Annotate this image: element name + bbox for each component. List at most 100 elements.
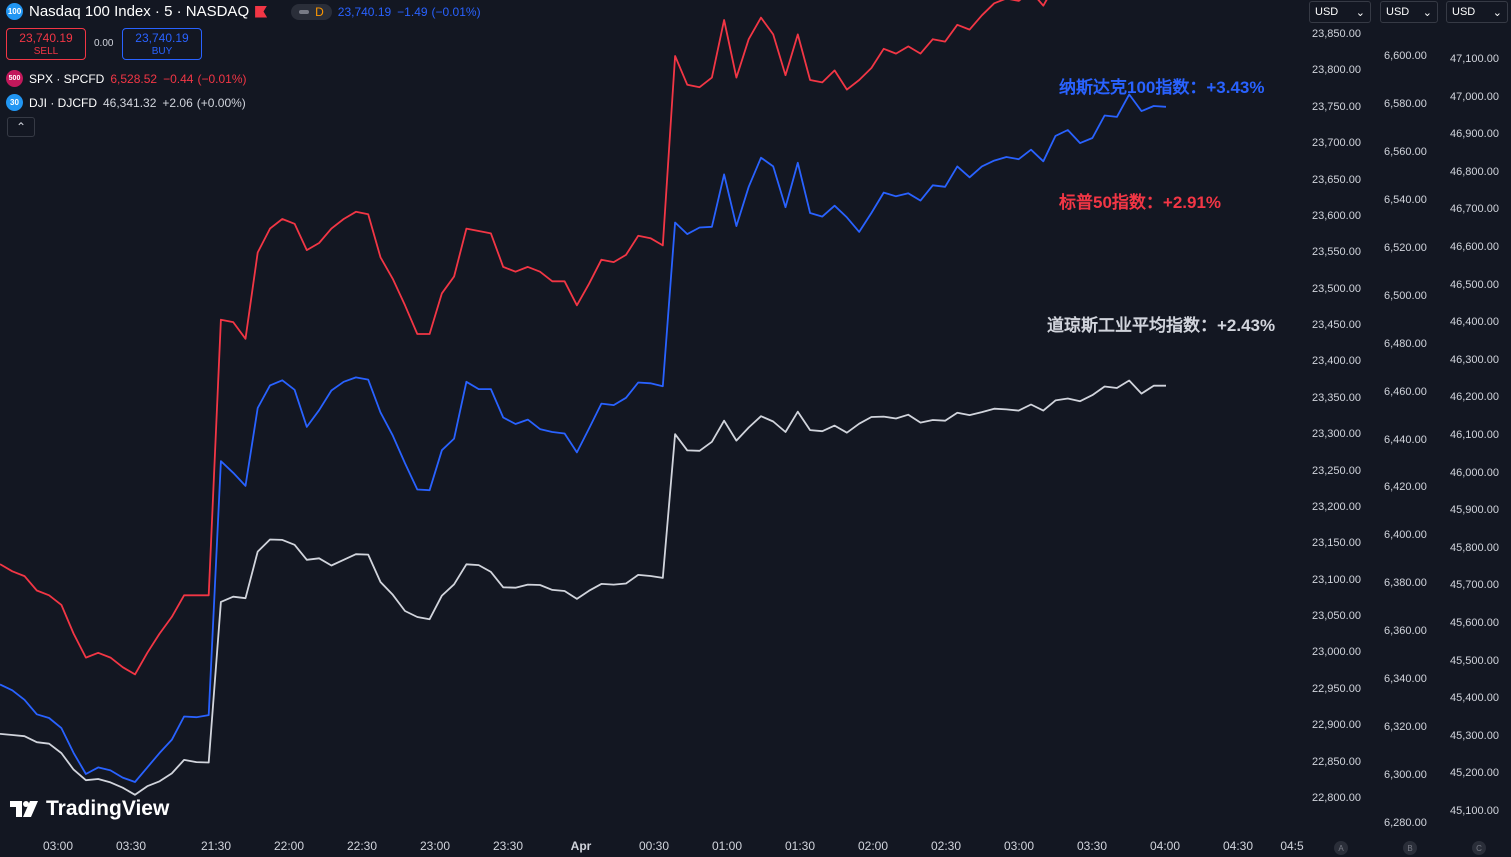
ndx-tick-label: 23,300.00 <box>1312 428 1361 441</box>
chevron-up-icon: ⌃ <box>15 120 27 134</box>
chevron-down-icon: ⌄ <box>1492 6 1502 19</box>
dji-price-axis[interactable]: 47,100.00 47,000.00 46,900.00 46,800.00 46,7… <box>1440 0 1511 835</box>
time-tick-label: 03:30 <box>115 839 147 853</box>
currency-b-label: USD <box>1386 6 1410 18</box>
ndx-tick-label: 23,400.00 <box>1312 355 1361 368</box>
dji-tick-label: 46,300.00 <box>1450 353 1499 366</box>
ndx-tick-label: 23,250.00 <box>1312 464 1361 477</box>
spx-tick-label: 6,520.00 <box>1384 241 1427 254</box>
ndx-tick-label: 23,850.00 <box>1312 28 1361 40</box>
annotation-spx: 标普50指数：+2.91% <box>1059 193 1222 212</box>
sell-price: 23,740.19 <box>19 31 73 45</box>
collapse-legend-button[interactable]: ⌃ <box>7 117 35 137</box>
time-tick-label: Apr <box>570 839 592 853</box>
series-line-dji[interactable] <box>0 379 1166 796</box>
sell-label: SELL <box>33 46 59 57</box>
ndx-symbol-badge: 100 <box>6 3 23 20</box>
dji-tick-label: 46,600.00 <box>1450 241 1499 253</box>
time-tick-label: 23:30 <box>492 839 524 853</box>
flag-icon[interactable] <box>255 5 268 18</box>
tradingview-logo[interactable]: TradingView <box>10 797 169 821</box>
spx-tick-label: 6,360.00 <box>1384 625 1427 638</box>
spx-price-axis[interactable]: 6,600.00 6,580.00 6,560.00 6,540.00 6,520.00… <box>1370 0 1440 835</box>
spx-tick-label: 6,460.00 <box>1384 385 1427 398</box>
ndx-tick-label: 23,350.00 <box>1312 391 1361 404</box>
dji-tick-label: 45,200.00 <box>1450 767 1499 780</box>
chevron-down-icon: ⌄ <box>1422 6 1432 19</box>
currency-select-a[interactable]: USD ⌄ <box>1309 1 1371 23</box>
dji-tick-label: 46,900.00 <box>1450 128 1499 141</box>
spx-tick-label: 6,280.00 <box>1384 817 1427 829</box>
series-line-spx[interactable] <box>0 0 1166 676</box>
ndx-tick-label: 23,700.00 <box>1312 137 1361 150</box>
axis-label-a[interactable]: A <box>1334 841 1348 855</box>
currency-select-c[interactable]: USD ⌄ <box>1446 1 1508 23</box>
dji-tick-label: 45,300.00 <box>1450 729 1499 742</box>
ndx-tick-label: 23,600.00 <box>1312 209 1361 222</box>
sell-button[interactable]: 23,740.19 SELL <box>6 28 86 60</box>
chart-plot[interactable] <box>0 0 1300 835</box>
header-title-row: 100 Nasdaq 100 Index · 5 · NASDAQ D 23,7… <box>6 3 481 20</box>
axis-label-b[interactable]: B <box>1403 841 1417 855</box>
ndx-tick-label: 23,200.00 <box>1312 500 1361 513</box>
ndx-tick-label: 23,500.00 <box>1312 282 1361 295</box>
interval-pill[interactable]: D <box>291 3 332 20</box>
buy-button[interactable]: 23,740.19 BUY <box>122 28 202 60</box>
price-change-pct: (−0.01%) <box>431 4 481 19</box>
spx-tick-label: 6,400.00 <box>1384 529 1427 542</box>
spx-tick-label: 6,560.00 <box>1384 145 1427 158</box>
spx-tick-label: 6,340.00 <box>1384 673 1427 686</box>
dji-symbol: DJI · DJCFD <box>29 95 97 110</box>
spx-price: 6,528.52 <box>110 71 158 86</box>
dji-tick-label: 45,700.00 <box>1450 579 1499 592</box>
spx-symbol-badge: 500 <box>6 70 23 87</box>
pill-bar-icon <box>299 9 310 14</box>
ndx-tick-label: 22,850.00 <box>1312 755 1361 768</box>
symbol-title[interactable]: Nasdaq 100 Index · 5 · NASDAQ <box>29 3 250 20</box>
ndx-tick-label: 23,550.00 <box>1312 246 1361 259</box>
time-tick-label: 04:30 <box>1222 839 1254 853</box>
dji-tick-label: 46,200.00 <box>1450 391 1499 404</box>
dji-tick-label: 46,400.00 <box>1450 316 1499 329</box>
dji-tick-label: 46,700.00 <box>1450 203 1499 216</box>
time-axis[interactable]: 03:00 03:30 21:30 22:00 22:30 23:00 23:30 Apr 00… <box>0 835 1304 857</box>
spx-tick-label: 6,440.00 <box>1384 433 1427 446</box>
spx-tick-label: 6,300.00 <box>1384 769 1427 782</box>
annotation-dji: 道琼斯工业平均指数：+2.43% <box>1047 316 1276 335</box>
time-tick-label: 03:00 <box>1003 839 1035 853</box>
ndx-tick-label: 23,650.00 <box>1312 173 1361 186</box>
dji-tick-label: 45,100.00 <box>1450 805 1499 817</box>
currency-select-b[interactable]: USD ⌄ <box>1380 1 1438 23</box>
ndx-tick-label: 23,050.00 <box>1312 610 1361 623</box>
dji-tick-label: 45,600.00 <box>1450 617 1499 629</box>
compare-row-dji[interactable]: 30 DJI · DJCFD 46,341.32 +2.06 (+0.00%) <box>6 94 246 111</box>
time-tick-label: 03:00 <box>42 839 74 853</box>
dji-tick-label: 45,900.00 <box>1450 504 1499 517</box>
dji-price: 46,341.32 <box>103 95 157 110</box>
interval-badge: D <box>315 4 324 19</box>
spx-symbol: SPX · SPCFD <box>29 71 105 86</box>
dji-change: +2.06 <box>162 95 193 110</box>
dji-tick-label: 45,400.00 <box>1450 692 1499 705</box>
time-tick-label: 01:00 <box>711 839 743 853</box>
dji-tick-label: 46,500.00 <box>1450 278 1499 291</box>
spx-tick-label: 6,500.00 <box>1384 289 1427 302</box>
tradingview-logo-icon <box>10 801 38 817</box>
ndx-tick-label: 23,800.00 <box>1312 64 1361 77</box>
axis-label-c[interactable]: C <box>1472 841 1486 855</box>
time-tick-label: 01:30 <box>784 839 816 853</box>
dji-tick-label: 46,000.00 <box>1450 466 1499 479</box>
dji-symbol-badge: 30 <box>6 94 23 111</box>
annotation-ndx: 纳斯达克100指数：+3.43% <box>1059 78 1265 97</box>
ndx-tick-label: 22,950.00 <box>1312 682 1361 695</box>
compare-row-spx[interactable]: 500 SPX · SPCFD 6,528.52 −0.44 (−0.01%) <box>6 70 246 87</box>
time-tick-label: 22:00 <box>273 839 305 853</box>
ndx-tick-label: 23,750.00 <box>1312 100 1361 113</box>
ndx-tick-label: 22,800.00 <box>1312 792 1361 804</box>
ndx-price-axis[interactable]: 23,850.00 23,800.00 23,750.00 23,700.00 23,6… <box>1300 0 1370 835</box>
spx-tick-label: 6,580.00 <box>1384 97 1427 110</box>
last-price: 23,740.19 <box>337 4 392 19</box>
dji-tick-label: 46,800.00 <box>1450 165 1499 178</box>
spx-tick-label: 6,600.00 <box>1384 50 1427 62</box>
series-line-ndx[interactable] <box>0 93 1167 783</box>
